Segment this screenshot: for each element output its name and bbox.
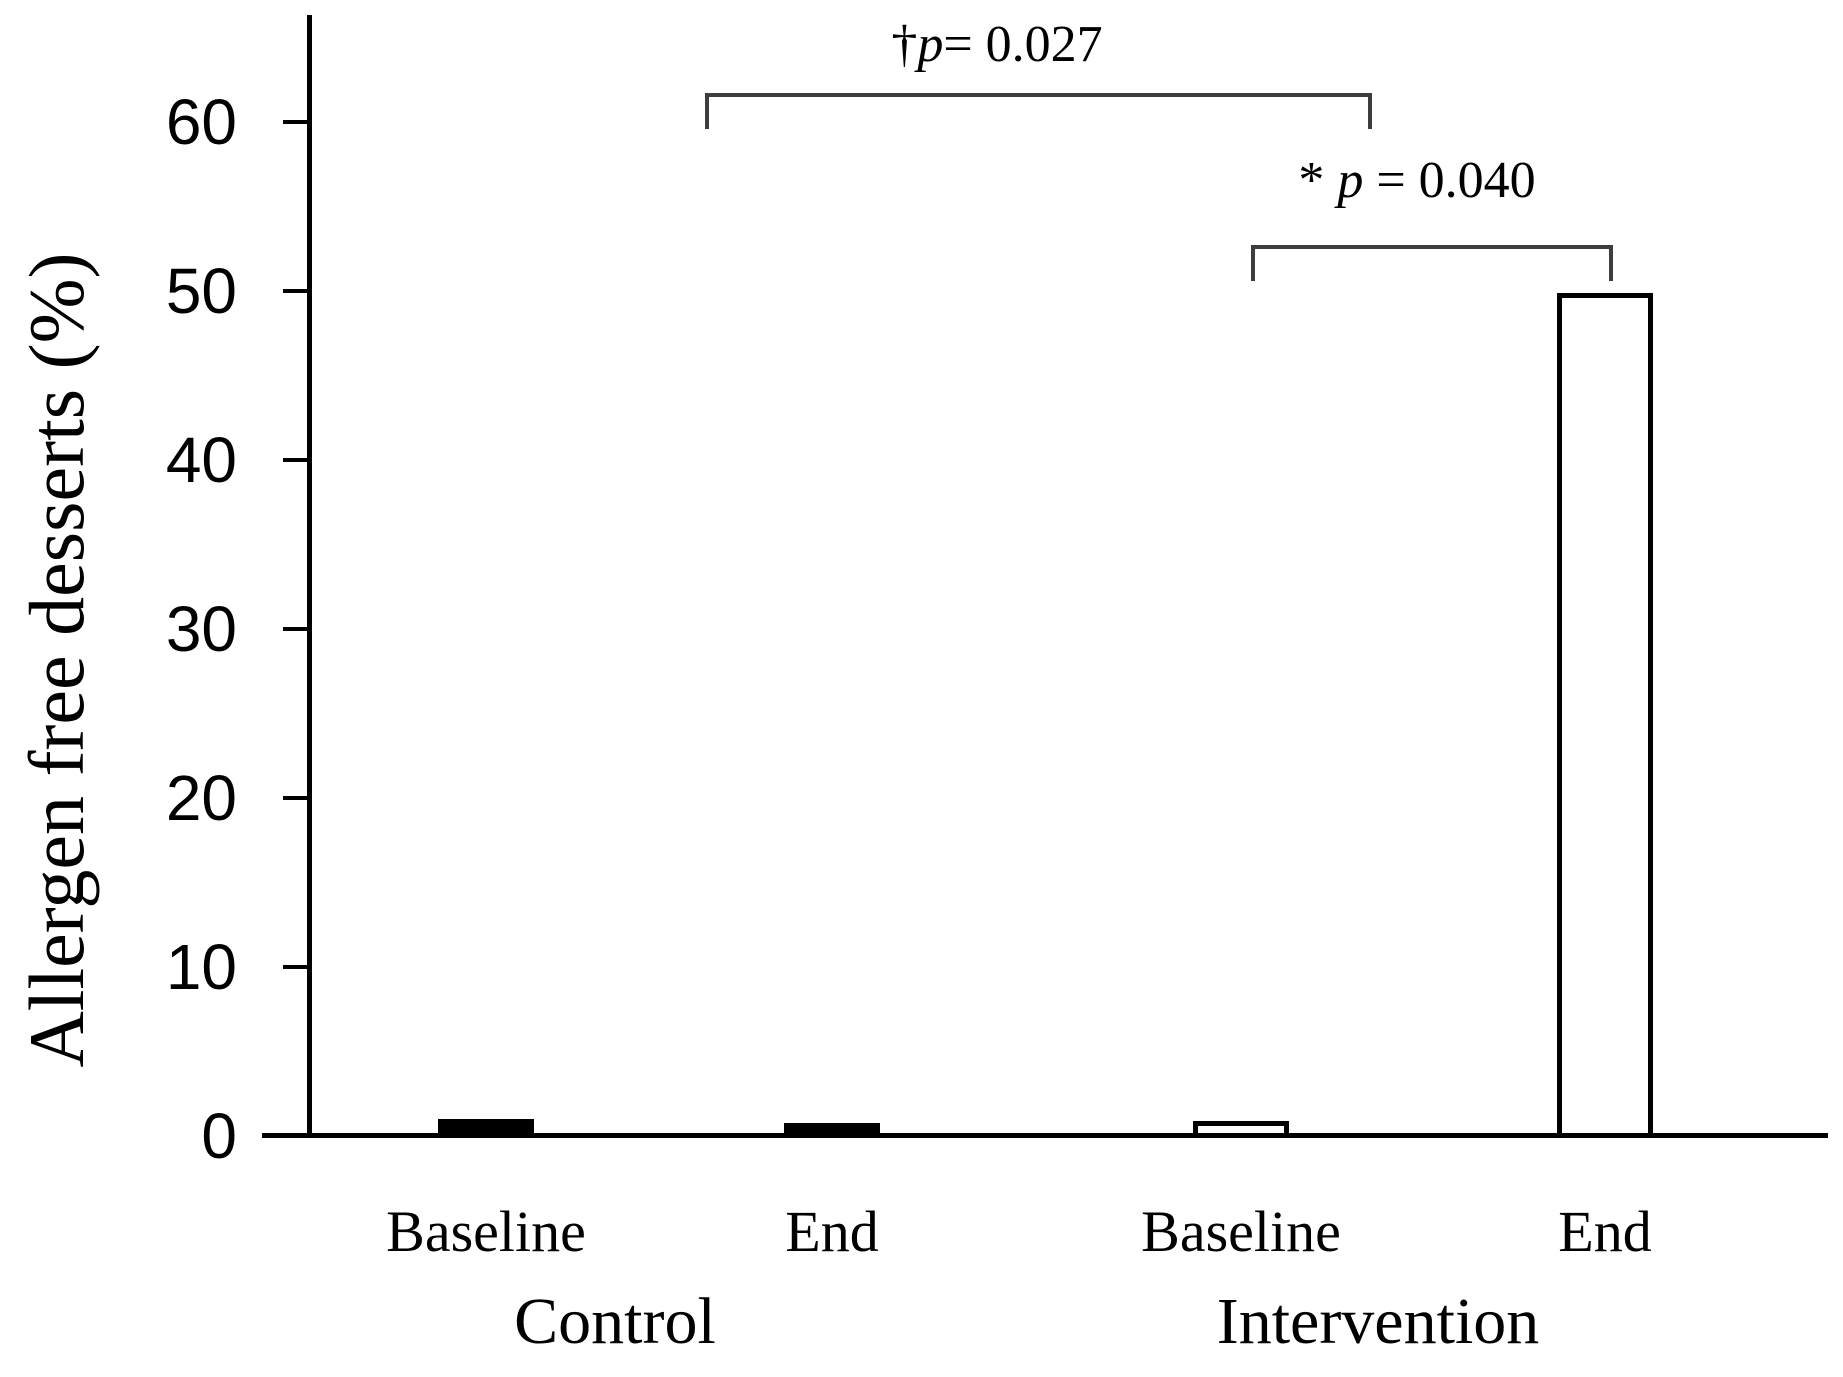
y-tick-mark-40 [283,458,309,462]
sig-label-0: †p= 0.027 [891,16,1103,73]
x-tick-label-control-end: End [785,1199,879,1264]
group-label-intervention: Intervention [1216,1285,1540,1358]
x-tick-label-intervention-baseline: Baseline [1141,1199,1341,1264]
sig-bracket-0-top [705,93,1372,97]
x-axis-line [262,1133,1828,1138]
x-tick-label-intervention-end: End [1558,1199,1652,1264]
y-tick-label-10: 10 [165,931,237,1003]
bar-intervention-baseline [1193,1121,1289,1138]
sig-bracket-0-left-tick [705,93,709,129]
bar-control-end [784,1123,880,1138]
y-tick-mark-50 [283,289,309,293]
y-tick-mark-60 [283,120,309,124]
y-tick-mark-10 [283,965,309,969]
y-tick-label-20: 20 [165,762,237,834]
y-tick-label-50: 50 [165,255,237,327]
y-axis-line [307,15,312,1138]
sig-label-1: * p = 0.040 [1298,152,1536,209]
sig-bracket-1-top [1251,245,1613,249]
y-tick-label-40: 40 [165,424,237,496]
y-tick-label-60: 60 [165,86,237,158]
sig-bracket-1-right-tick [1609,245,1613,281]
group-label-control: Control [514,1285,716,1358]
x-tick-label-control-baseline: Baseline [386,1199,586,1264]
y-axis-title: Allergen free desserts (%) [13,252,100,1068]
y-tick-label-0: 0 [201,1100,237,1172]
bar-control-baseline [438,1119,534,1138]
y-tick-label-30: 30 [165,593,237,665]
sig-bracket-0-right-tick [1368,93,1372,129]
bar-intervention-end [1557,293,1653,1138]
y-tick-mark-0 [283,1134,309,1138]
sig-bracket-1-left-tick [1251,245,1255,281]
y-tick-mark-30 [283,627,309,631]
y-tick-mark-20 [283,796,309,800]
